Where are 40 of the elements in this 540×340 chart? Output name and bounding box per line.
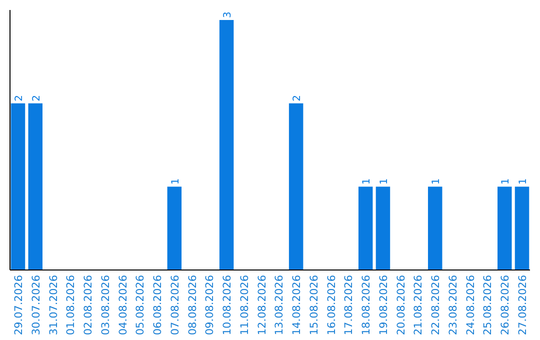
data-label: 1 <box>362 178 373 185</box>
x-tick-label: 14.08.2026 <box>291 274 304 336</box>
x-tick-label: 05.08.2026 <box>134 274 147 336</box>
data-label: 1 <box>500 178 512 185</box>
data-label: 1 <box>378 178 390 185</box>
x-tick-label: 08.08.2026 <box>186 274 199 336</box>
x-tick-label: 21.08.2026 <box>412 274 425 336</box>
x-tick-label: 16.08.2026 <box>326 274 338 336</box>
x-tick-label: 22.08.2026 <box>430 274 442 336</box>
data-label: 2 <box>14 94 25 102</box>
x-tick-label: 30.07.2026 <box>30 274 42 336</box>
data-label: 1 <box>518 178 530 185</box>
data-label: 3 <box>222 12 234 18</box>
x-tick-label: 17.08.2026 <box>343 274 356 336</box>
x-tick-label: 27.08.2026 <box>517 274 530 336</box>
x-tick-label: 15.08.2026 <box>308 274 320 336</box>
data-label: 2 <box>292 94 304 102</box>
x-tick-label: 06.08.2026 <box>152 274 164 336</box>
x-tick-label: 29.07.2026 <box>12 274 25 336</box>
x-tick-label: 24.08.2026 <box>464 274 477 336</box>
x-tick-label: 07.08.2026 <box>169 274 182 336</box>
x-tick-label: 31.07.2026 <box>48 274 60 336</box>
x-tick-label: 09.08.2026 <box>204 274 216 336</box>
x-tick-label: 12.08.2026 <box>256 274 268 336</box>
data-label: 1 <box>431 178 442 185</box>
x-tick-label: 02.08.2026 <box>82 274 95 336</box>
x-tick-label: 26.08.2026 <box>500 274 512 336</box>
x-tick-label: 19.08.2026 <box>378 274 390 336</box>
x-tick-label: 01.08.2026 <box>65 274 78 336</box>
x-tick-label: 25.08.2026 <box>482 274 494 336</box>
x-tick-label: 04.08.2026 <box>117 274 130 336</box>
x-tick-label: 11.08.2026 <box>238 274 251 336</box>
x-tick-label: 23.08.2026 <box>447 274 460 336</box>
x-tick-label: 20.08.2026 <box>395 274 408 336</box>
data-label: 2 <box>31 94 42 102</box>
data-label: 1 <box>170 178 182 185</box>
x-tick-label: 13.08.2026 <box>274 274 286 336</box>
x-tick-label: 10.08.2026 <box>222 274 234 336</box>
x-tick-label: 18.08.2026 <box>360 274 373 336</box>
x-tick-label: 03.08.2026 <box>100 274 112 336</box>
